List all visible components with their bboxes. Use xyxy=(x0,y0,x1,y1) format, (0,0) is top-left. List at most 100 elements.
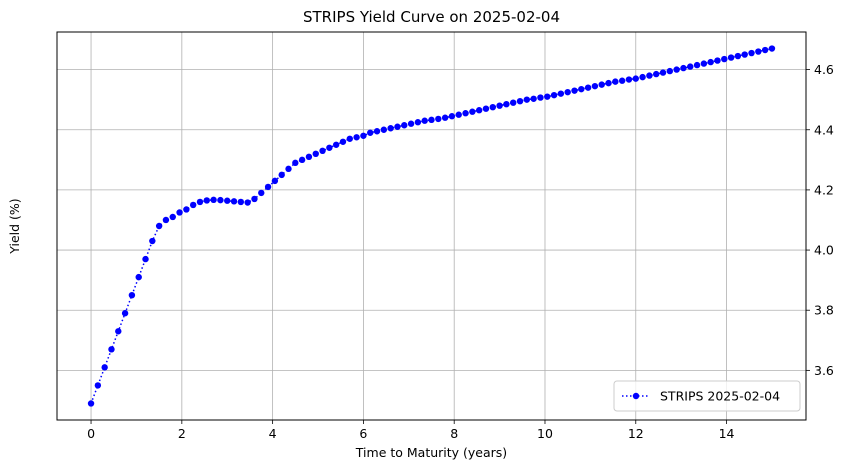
data-point xyxy=(564,88,571,96)
data-point xyxy=(646,72,653,79)
data-point xyxy=(401,122,408,129)
data-point xyxy=(448,113,456,120)
data-point xyxy=(482,105,490,112)
data-point xyxy=(244,199,251,206)
data-point xyxy=(707,58,714,66)
data-point xyxy=(578,85,585,93)
data-point xyxy=(128,291,136,299)
y-tick-label: 4.0 xyxy=(814,243,834,258)
data-point xyxy=(496,102,503,109)
data-point xyxy=(625,76,633,83)
data-point xyxy=(169,213,176,221)
data-point xyxy=(237,198,245,206)
data-point xyxy=(394,123,401,130)
chart-title: STRIPS Yield Curve on 2025-02-04 xyxy=(303,8,560,26)
data-point xyxy=(121,310,129,317)
y-tick-label: 4.4 xyxy=(814,122,834,137)
data-point xyxy=(755,48,762,55)
data-point xyxy=(544,93,551,100)
data-point xyxy=(632,75,639,82)
data-point xyxy=(734,52,742,60)
y-tick-label: 4.2 xyxy=(814,182,834,197)
data-point xyxy=(550,91,558,99)
data-point xyxy=(516,97,524,105)
data-point xyxy=(183,206,190,213)
data-point xyxy=(475,107,483,114)
x-tick-label: 12 xyxy=(628,426,644,441)
data-point xyxy=(217,196,224,204)
legend-entry-label: STRIPS 2025-02-04 xyxy=(660,389,780,404)
grid-lines xyxy=(57,32,806,420)
x-tick-label: 10 xyxy=(537,426,553,441)
data-point xyxy=(196,198,204,206)
data-point xyxy=(618,77,626,84)
data-point xyxy=(108,346,115,353)
data-point xyxy=(189,201,197,209)
y-axis-label: Yield (%) xyxy=(7,198,22,254)
data-point xyxy=(407,120,415,127)
data-point xyxy=(428,116,435,124)
data-point xyxy=(441,114,449,121)
data-point xyxy=(278,171,285,179)
data-point xyxy=(768,45,776,52)
data-point xyxy=(666,67,674,75)
data-point xyxy=(155,222,163,230)
data-point xyxy=(101,364,108,371)
data-point xyxy=(571,87,578,94)
data-point xyxy=(115,328,122,335)
data-point xyxy=(639,73,646,81)
data-point xyxy=(612,78,619,85)
data-point xyxy=(584,84,592,91)
data-point xyxy=(94,382,102,389)
data-point xyxy=(339,138,347,145)
y-axis-ticks: 3.6 3.8 4.0 4.2 4.4 4.6 xyxy=(806,62,834,378)
data-point xyxy=(748,49,755,57)
data-point xyxy=(230,198,238,205)
data-point xyxy=(687,63,694,70)
data-point xyxy=(298,156,306,164)
data-point xyxy=(387,125,394,132)
data-point xyxy=(680,64,687,72)
data-point xyxy=(285,165,292,173)
data-point xyxy=(523,96,531,103)
data-point xyxy=(653,70,660,78)
series-line xyxy=(90,47,773,404)
data-point xyxy=(271,177,279,185)
y-tick-label: 3.8 xyxy=(814,303,834,318)
data-point xyxy=(373,128,381,135)
data-point xyxy=(332,141,340,148)
data-point xyxy=(380,126,388,133)
data-point xyxy=(761,46,769,54)
data-point xyxy=(251,195,258,203)
x-tick-label: 14 xyxy=(719,426,735,441)
data-point xyxy=(414,119,422,126)
data-point xyxy=(421,117,428,124)
data-point xyxy=(557,90,565,97)
legend: STRIPS 2025-02-04 xyxy=(613,380,801,412)
data-point xyxy=(693,61,701,69)
data-point xyxy=(149,237,156,245)
data-point xyxy=(319,147,326,155)
data-point xyxy=(537,94,544,101)
data-point xyxy=(605,79,612,87)
data-point xyxy=(176,209,183,216)
data-point xyxy=(203,197,210,204)
data-point xyxy=(727,54,735,61)
y-tick-label: 3.6 xyxy=(814,363,834,378)
x-tick-label: 8 xyxy=(450,426,458,441)
legend-marker-sample xyxy=(632,392,640,400)
data-point xyxy=(598,81,605,88)
x-tick-label: 2 xyxy=(178,426,186,441)
data-point xyxy=(258,189,265,197)
data-point xyxy=(326,144,333,151)
data-point xyxy=(264,183,272,191)
data-point xyxy=(360,132,367,139)
data-point xyxy=(312,150,319,158)
data-point xyxy=(292,159,299,167)
data-point xyxy=(721,55,728,63)
plot-area-frame xyxy=(56,31,807,421)
data-point xyxy=(673,66,680,73)
data-point xyxy=(462,110,469,117)
data-point xyxy=(224,197,231,204)
data-point xyxy=(435,115,442,123)
